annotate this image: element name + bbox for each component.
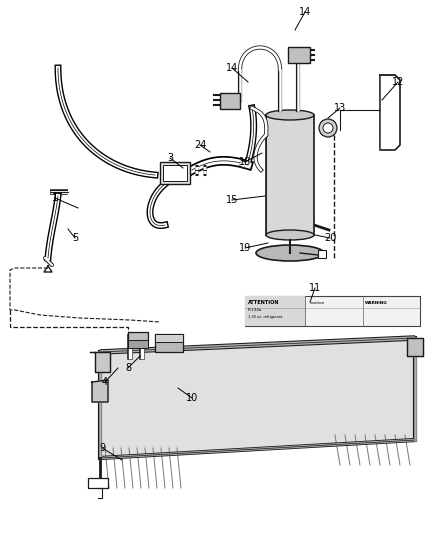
Bar: [128, 332, 148, 342]
Text: 1.30 oz. refrigerant: 1.30 oz. refrigerant: [248, 315, 283, 319]
Bar: [245, 296, 305, 326]
Text: 10: 10: [186, 393, 198, 403]
Bar: [266, 115, 314, 235]
Bar: [160, 162, 190, 184]
Text: 15: 15: [226, 195, 238, 205]
Text: 9: 9: [99, 443, 105, 453]
Text: 8: 8: [125, 363, 131, 373]
Text: R-134a: R-134a: [248, 308, 262, 312]
Bar: [245, 296, 420, 326]
Bar: [128, 340, 148, 348]
Text: WARNING: WARNING: [365, 301, 388, 305]
Bar: [288, 47, 310, 63]
Bar: [155, 334, 183, 352]
Text: ATTENTION: ATTENTION: [248, 300, 279, 305]
Text: 1: 1: [52, 193, 58, 203]
Bar: [88, 478, 108, 488]
Bar: [318, 250, 326, 258]
Text: 5: 5: [72, 233, 78, 243]
Text: 18: 18: [239, 157, 251, 167]
Bar: [163, 165, 187, 181]
Text: 24: 24: [194, 140, 206, 150]
Bar: [220, 93, 240, 109]
Ellipse shape: [256, 245, 324, 261]
Polygon shape: [92, 380, 108, 402]
Text: 13: 13: [334, 103, 346, 113]
Circle shape: [319, 119, 337, 137]
Ellipse shape: [266, 110, 314, 120]
Text: 11: 11: [309, 283, 321, 293]
Polygon shape: [407, 338, 423, 356]
Ellipse shape: [266, 230, 314, 240]
Text: 14: 14: [226, 63, 238, 73]
Text: 20: 20: [324, 233, 336, 243]
Polygon shape: [90, 352, 110, 372]
Text: 14: 14: [299, 7, 311, 17]
Text: 19: 19: [239, 243, 251, 253]
Circle shape: [323, 123, 333, 133]
Text: 3: 3: [167, 153, 173, 163]
Bar: [155, 334, 183, 342]
Polygon shape: [100, 338, 415, 458]
Text: 12: 12: [392, 77, 404, 87]
Text: caution: caution: [310, 301, 325, 305]
Text: 4: 4: [102, 377, 108, 387]
